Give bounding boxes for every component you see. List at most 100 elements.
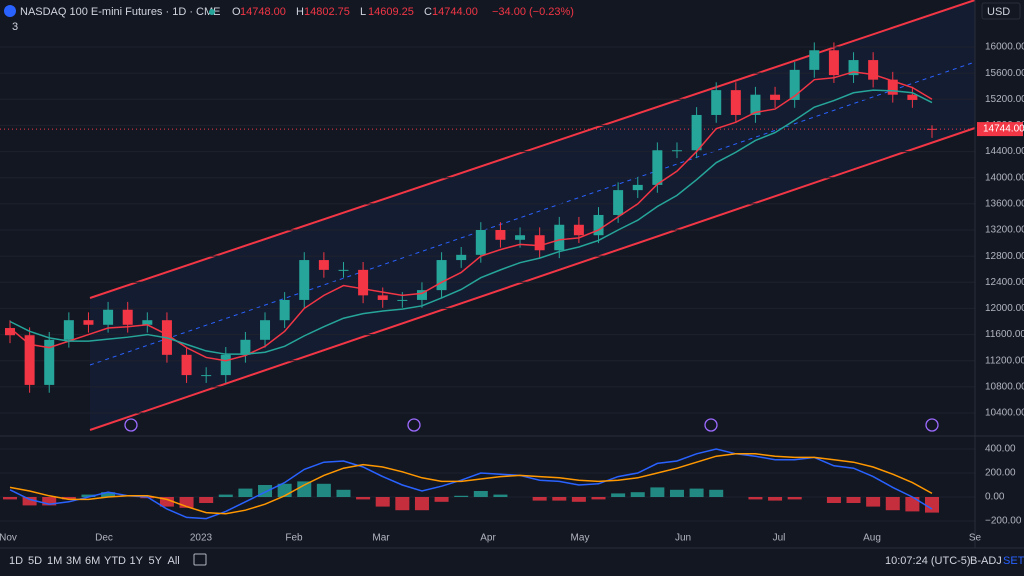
x-axis-label: Mar [372,533,390,544]
currency-box[interactable] [981,2,1021,20]
x-axis-label: 2023 [190,533,213,544]
candle-body [220,354,231,376]
candle-body [377,295,388,300]
macd-bar [532,497,547,501]
range-button[interactable]: 6M [85,555,100,567]
y-tick-label: 13600.00 [985,198,1024,209]
macd-bar [159,497,174,507]
candle-body [24,335,35,385]
event-icon[interactable] [124,418,138,432]
candle-body [279,299,290,321]
candle-body [848,60,859,76]
candle-body [868,60,879,80]
candle-body [358,269,369,296]
y2-tick-label: 400.00 [985,444,1016,455]
candle-body [887,79,898,95]
candle-body [809,50,820,70]
event-icon[interactable] [407,418,421,432]
y-tick-label: 15600.00 [985,68,1024,79]
date-range-icon[interactable] [193,553,207,566]
candle-body [750,94,761,115]
candle-body [711,90,722,115]
macd-bar [669,489,684,497]
range-button[interactable]: 1D [9,555,23,567]
y-tick-label: 10800.00 [985,381,1024,392]
candle-body [730,90,741,115]
candle-body [5,328,15,336]
macd-bar [905,497,920,512]
candle-body [691,114,702,151]
macd-bar [552,497,567,501]
price-tag-box [977,122,1023,137]
candle-body [181,354,192,376]
candle-body [397,299,408,301]
macd-bar [748,497,763,500]
y2-tick-label: 200.00 [985,468,1016,479]
range-button[interactable]: 1Y [130,555,144,567]
ohlc-value: 14609.25 [368,6,414,18]
currency[interactable]: USD [987,6,1010,18]
macd-bar [238,488,253,497]
candle-body [63,320,74,340]
macd-bar [42,497,57,506]
macd-bar [22,497,37,506]
event-icons [124,418,939,432]
change: −34.00 (−0.23%) [492,6,574,18]
macd-bar [297,481,312,497]
symbol-title[interactable]: NASDAQ 100 E-mini Futures · 1D · CME [20,6,221,18]
x-axis-label: May [571,533,590,544]
candle-body [260,320,271,340]
range-button[interactable]: YTD [104,555,126,567]
channel-lower [89,127,976,431]
macd-bar [179,497,194,508]
macd-pane [0,448,975,522]
channel-upper [89,0,976,299]
macd-bar [709,489,724,497]
macd-bar [434,497,449,502]
ohlc-key: H [296,6,304,18]
y-tick-label: 14000.00 [985,172,1024,183]
candle-body [338,269,349,271]
macd-bar [591,497,606,500]
x-axis-label: Feb [285,533,303,544]
candle-body [632,184,643,191]
range-button[interactable]: All [168,555,180,567]
candle-body [573,224,584,236]
macd-bar [218,494,233,497]
macd-bar [3,497,17,500]
macd-bar [768,497,783,501]
event-icon[interactable] [704,418,718,432]
macd-bar [454,495,469,497]
y-tick-label: 16000.00 [985,42,1024,53]
macd-bar [826,497,841,503]
candle-body [671,150,682,152]
x-axis-label: Apr [480,533,496,544]
range-button[interactable]: 3M [66,555,81,567]
range-button[interactable]: 5D [28,555,42,567]
price-tag: 14744.00 [983,124,1024,135]
y-tick-label: 15200.00 [985,94,1024,105]
macd-bar [336,489,351,497]
range-button[interactable]: 5Y [149,555,163,567]
ohlc-value: 14744.00 [432,6,478,18]
macd-bar [493,494,508,497]
channel-mid [89,61,976,366]
macd-line [9,448,933,520]
range-button[interactable]: 1M [47,555,62,567]
indicator-count[interactable]: 3 [12,21,18,33]
moving-average [9,89,933,355]
y-tick-label: 12400.00 [985,277,1024,288]
y-tick-label: 10400.00 [985,408,1024,419]
adjust-button[interactable]: B-ADJ [970,555,1002,567]
event-icon[interactable] [925,418,939,432]
settlement-button[interactable]: SET [1003,555,1024,567]
ohlc-key: O [232,6,241,18]
macd-bar [101,492,116,497]
ohlc-value: 14802.75 [304,6,350,18]
macd-bar [316,483,331,497]
macd-bar [61,497,76,500]
candle-body [299,260,310,300]
macd-bar [925,497,939,513]
y2-tick-label: −200.00 [985,516,1022,527]
